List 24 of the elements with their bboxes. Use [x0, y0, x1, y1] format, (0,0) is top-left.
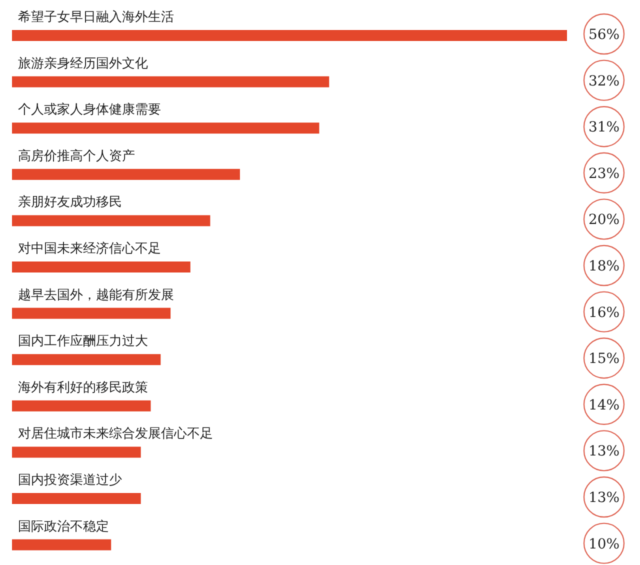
data-label: 20% — [588, 212, 620, 228]
y-tick-label: 高房价推高个人资产 — [18, 148, 135, 164]
y-tick-label: 对居住城市未来综合发展信心不足 — [18, 426, 213, 442]
data-label: 32% — [588, 73, 620, 90]
data-label: 13% — [588, 490, 620, 506]
y-tick-label: 国内工作应酬压力过大 — [18, 333, 148, 350]
data-label: 13% — [588, 444, 620, 460]
data-label: 18% — [588, 258, 620, 274]
y-tick-label: 亲朋好友成功移民 — [18, 195, 122, 210]
y-tick-label: 国内投资渠道过少 — [18, 473, 122, 488]
y-tick-label: 个人或家人身体健康需要 — [18, 102, 161, 118]
data-label: 15% — [588, 351, 620, 368]
data-label: 23% — [588, 166, 620, 182]
data-label: 16% — [588, 304, 620, 321]
y-tick-label: 希望子女早日融入海外生活 — [18, 10, 174, 25]
y-tick-label: 对中国未来经济信心不足 — [18, 240, 161, 256]
data-label: 31% — [588, 120, 620, 136]
data-label: 10% — [588, 536, 620, 552]
data-label: 14% — [588, 397, 620, 414]
y-tick-label: 海外有利好的移民政策 — [18, 380, 148, 396]
y-tick-label: 越早去国外，越能有所发展 — [18, 288, 174, 303]
y-tick-label: 旅游亲身经历国外文化 — [18, 56, 148, 72]
y-tick-label: 国际政治不稳定 — [18, 519, 109, 534]
data-label: 56% — [588, 27, 620, 43]
